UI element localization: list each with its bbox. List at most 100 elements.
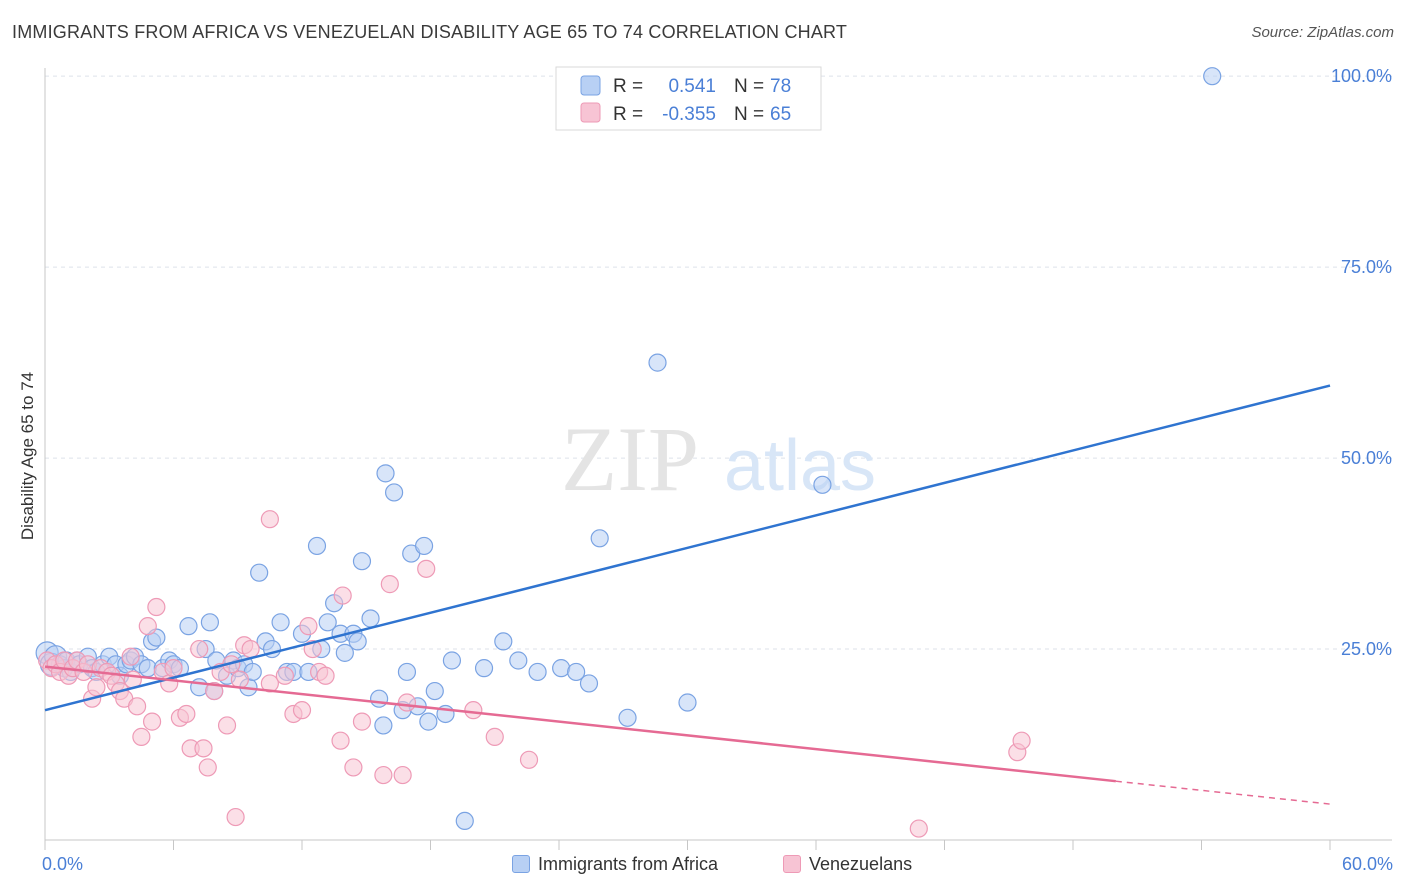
venezuelan-point-60 bbox=[464, 701, 483, 720]
legend-n-value-1: 78 bbox=[770, 76, 791, 97]
venezuelan-point-38 bbox=[226, 807, 245, 827]
legend-n-value-2: 65 bbox=[770, 104, 791, 125]
africa-point-70 bbox=[455, 811, 474, 831]
venezuelan-point-44 bbox=[275, 666, 294, 685]
venezuelan-point-62 bbox=[519, 750, 539, 769]
venezuelan-point-11 bbox=[87, 678, 106, 697]
venezuelan-point-41 bbox=[241, 639, 260, 659]
africa-point-66 bbox=[419, 712, 438, 731]
axes bbox=[44, 68, 1392, 850]
venezuelan-point-43 bbox=[260, 510, 279, 529]
x-tick-label-0: 0.0% bbox=[42, 854, 83, 874]
legend-n-label-2: N = bbox=[734, 104, 764, 125]
africa-point-76 bbox=[567, 662, 586, 682]
legend-swatch-venezuelans bbox=[783, 855, 801, 873]
africa-point-54 bbox=[348, 632, 367, 651]
grid bbox=[45, 75, 1392, 650]
venezuelan-point-22 bbox=[138, 617, 157, 636]
venezuelan-point-58 bbox=[397, 693, 417, 712]
venezuelan-point-29 bbox=[177, 704, 196, 724]
africa-point-47 bbox=[307, 536, 327, 556]
venezuelan-point-53 bbox=[344, 758, 363, 777]
x-tick-label-1: 60.0% bbox=[1342, 854, 1393, 874]
venezuelan-point-63 bbox=[909, 819, 928, 838]
africa-point-77 bbox=[579, 674, 599, 693]
venezuelan-point-52 bbox=[333, 586, 352, 605]
africa-point-81 bbox=[678, 693, 697, 712]
venezuelan-point-50 bbox=[316, 666, 335, 685]
venezuelan-point-24 bbox=[147, 597, 166, 617]
africa-point-56 bbox=[361, 609, 380, 628]
y-tick-label-2: 75.0% bbox=[1341, 257, 1392, 277]
africa-point-78 bbox=[590, 529, 609, 548]
y-tick-label-3: 100.0% bbox=[1331, 66, 1392, 86]
legend-r-label-2: R = bbox=[613, 104, 643, 125]
venezuelan-point-47 bbox=[299, 617, 318, 636]
africa-point-42 bbox=[271, 613, 290, 632]
tick-labels: 25.0% 50.0% 75.0% 100.0% 0.0% 60.0% bbox=[42, 66, 1393, 874]
africa-point-82 bbox=[813, 475, 832, 494]
africa-point-27 bbox=[179, 617, 198, 636]
venezuelan-point-34 bbox=[205, 681, 224, 701]
africa-point-65 bbox=[414, 536, 434, 556]
legend-item-venezuelans[interactable]: Venezuelans bbox=[783, 851, 912, 877]
trend-lines bbox=[44, 384, 1331, 805]
africa-point-57 bbox=[370, 689, 389, 708]
africa-point-49 bbox=[318, 613, 337, 632]
venezuelan-point-21 bbox=[132, 727, 151, 746]
venezuelan-point-57 bbox=[393, 765, 412, 785]
africa-point-60 bbox=[384, 483, 404, 502]
africa-point-74 bbox=[528, 662, 547, 682]
africa-point-71 bbox=[474, 659, 494, 678]
legend-label-venezuelans: Venezuelans bbox=[809, 853, 913, 874]
africa-point-79 bbox=[618, 708, 637, 727]
africa-point-55 bbox=[352, 552, 372, 571]
africa-point-52 bbox=[335, 643, 354, 662]
watermark-atlas: atlas bbox=[724, 426, 876, 506]
venezuelan-point-33 bbox=[198, 758, 217, 777]
venezuelan-point-59 bbox=[417, 559, 436, 578]
legend-r-value-2: -0.355 bbox=[662, 104, 716, 125]
venezuelan-point-20 bbox=[127, 697, 147, 716]
watermark: ZIP atlas bbox=[561, 408, 876, 510]
africa-point-69 bbox=[442, 651, 462, 670]
y-tick-label-1: 50.0% bbox=[1341, 448, 1392, 468]
venezuelan-point-61 bbox=[485, 727, 504, 746]
source-label: Source: ZipAtlas.com bbox=[1251, 24, 1394, 41]
africa-point-59 bbox=[376, 464, 395, 483]
correlation-legend: R = 0.541 N = 78 R = -0.355 N = 65 bbox=[555, 66, 822, 131]
legend-item-africa[interactable]: Immigrants from Africa bbox=[512, 851, 718, 877]
venezuelan-trend-extension bbox=[1115, 780, 1331, 805]
venezuelan-point-23 bbox=[142, 712, 162, 731]
africa-point-62 bbox=[397, 662, 417, 682]
africa-point-73 bbox=[509, 651, 528, 670]
venezuelan-point-54 bbox=[352, 712, 372, 731]
venezuelan-point-65 bbox=[1012, 731, 1031, 750]
africa-trend-line bbox=[44, 384, 1331, 712]
africa-point-72 bbox=[494, 632, 513, 651]
venezuelan-point-27 bbox=[164, 659, 183, 678]
venezuelan-point-51 bbox=[331, 731, 350, 750]
venezuelan-point-36 bbox=[217, 716, 237, 735]
venezuelan-point-32 bbox=[194, 739, 213, 758]
legend-swatch-blue bbox=[580, 75, 601, 96]
legend-r-label-1: R = bbox=[613, 76, 643, 97]
venezuelan-point-18 bbox=[121, 647, 140, 666]
legend-label-africa: Immigrants from Africa bbox=[538, 853, 719, 874]
venezuelan-point-55 bbox=[374, 765, 393, 785]
venezuelan-trend-line bbox=[44, 665, 1116, 783]
africa-point-39 bbox=[250, 563, 269, 582]
y-tick-label-0: 25.0% bbox=[1341, 639, 1392, 659]
chart-title: IMMIGRANTS FROM AFRICA VS VENEZUELAN DIS… bbox=[12, 22, 848, 42]
legend-swatch-pink bbox=[580, 102, 601, 123]
venezuelan-point-39 bbox=[230, 670, 249, 689]
africa-point-83 bbox=[1203, 67, 1222, 86]
africa-point-80 bbox=[648, 353, 667, 372]
venezuelan-point-31 bbox=[190, 639, 209, 659]
legend-n-label-1: N = bbox=[734, 76, 764, 97]
venezuelan-point-46 bbox=[292, 701, 312, 720]
legend-r-value-1: 0.541 bbox=[668, 76, 716, 97]
africa-point-58 bbox=[374, 716, 393, 735]
africa-point-75 bbox=[552, 659, 571, 678]
